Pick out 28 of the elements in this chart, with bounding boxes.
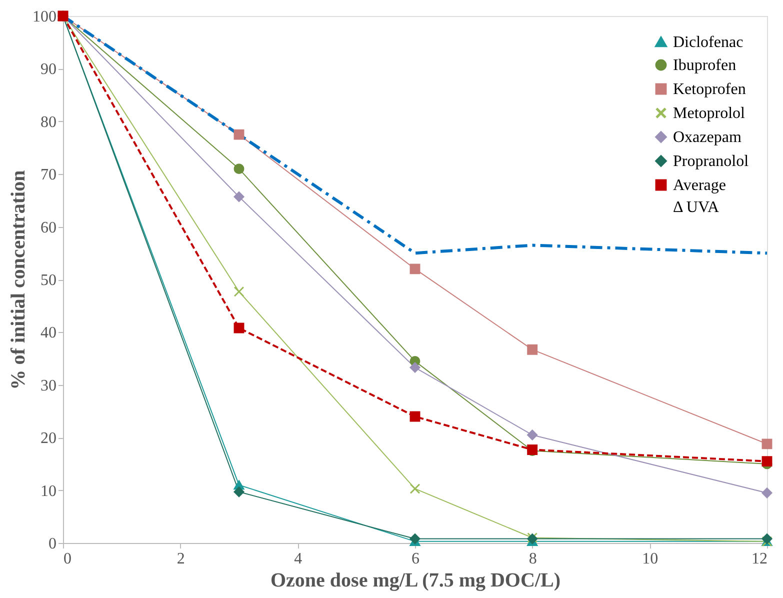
y-tick-label: 100 xyxy=(32,8,56,26)
x-tick-label: 12 xyxy=(752,550,768,568)
legend-label: Oxazepam xyxy=(673,129,742,146)
y-tick-label: 80 xyxy=(40,114,56,131)
y-tick-label: 0 xyxy=(48,536,56,552)
text: Δ UVA xyxy=(673,199,720,216)
y-tick-label: 20 xyxy=(40,430,56,448)
x-tick-label: 10 xyxy=(642,550,658,568)
y-tick-label: 50 xyxy=(40,272,56,289)
y-tick-label: 30 xyxy=(40,377,56,394)
y-tick-label: 90 xyxy=(40,61,56,78)
legend-label: Diclofenac xyxy=(673,34,744,51)
legend-label: Average xyxy=(673,177,726,194)
x-tick-label: 0 xyxy=(64,550,72,568)
y-tick-label: 60 xyxy=(40,219,56,236)
x-tick-label: 4 xyxy=(294,550,302,568)
y-tick-label: 10 xyxy=(40,482,56,500)
x-tick-label: 6 xyxy=(412,550,420,568)
x-axis-title: Ozone dose mg/L (7.5 mg DOC/L) xyxy=(270,570,560,592)
x-tick-label: 8 xyxy=(528,550,537,568)
legend-label: Metoprolol xyxy=(673,105,746,122)
x-tick-label: 2 xyxy=(176,550,185,568)
y-axis-title: % of initial concentration xyxy=(8,170,30,390)
y-tick-label: 40 xyxy=(40,324,56,342)
legend-label: Ketoprofen xyxy=(673,81,746,98)
y-tick-label: 70 xyxy=(40,166,56,184)
legend-label: Ibuprofen xyxy=(673,57,736,74)
legend-label: Propranolol xyxy=(673,153,750,170)
